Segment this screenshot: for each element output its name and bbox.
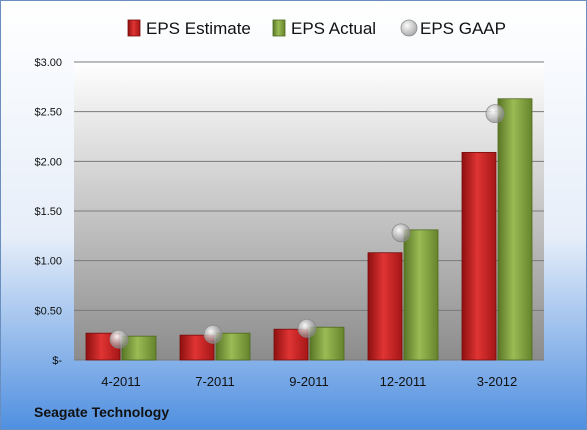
y-tick-label: $3.00 (34, 57, 62, 69)
legend-swatch (127, 19, 141, 37)
legend-swatch (272, 19, 286, 37)
legend-item: EPS GAAP (400, 19, 506, 38)
y-tick-label: $1.00 (34, 256, 62, 268)
legend-label: EPS GAAP (420, 19, 506, 38)
x-tick-label: 7-2011 (195, 374, 235, 389)
legend-item: EPS Estimate (127, 19, 251, 38)
legend-swatch (400, 19, 418, 37)
x-tick-label: 9-2011 (289, 374, 329, 389)
bars (85, 98, 533, 361)
legend-item: EPS Actual (272, 19, 376, 38)
marker-eps-gaap (203, 324, 223, 344)
bar-eps-actual (309, 326, 345, 361)
gaap-markers (109, 104, 505, 349)
marker-eps-gaap (391, 223, 411, 243)
bar-eps-estimate (461, 151, 497, 361)
y-tick-label: $- (52, 355, 62, 367)
marker-eps-gaap (109, 329, 129, 349)
bar-eps-actual (403, 229, 439, 361)
legend-label: EPS Estimate (146, 19, 251, 38)
company-name: Seagate Technology (34, 404, 169, 420)
x-tick-label: 12-2011 (380, 374, 427, 389)
bar-eps-actual (121, 335, 157, 361)
legend: EPS Estimate EPS Actual EPS GAAP (127, 19, 506, 38)
bar-eps-estimate (367, 252, 403, 361)
y-tick-label: $2.00 (34, 156, 62, 168)
x-axis-ticks: 4-2011 7-2011 9-2011 12-2011 3-2012 (101, 374, 517, 389)
legend-label: EPS Actual (291, 19, 376, 38)
y-tick-label: $1.50 (34, 206, 62, 218)
x-tick-label: 4-2011 (101, 374, 141, 389)
marker-eps-gaap (297, 318, 317, 338)
x-tick-label: 3-2012 (477, 374, 517, 389)
y-axis-ticks: $- $0.50 $1.00 $1.50 $2.00 $2.50 $3.00 (34, 57, 62, 367)
bar-eps-actual (497, 98, 533, 361)
marker-eps-gaap (485, 104, 505, 124)
y-tick-label: $0.50 (34, 305, 62, 317)
y-tick-label: $2.50 (34, 107, 62, 119)
